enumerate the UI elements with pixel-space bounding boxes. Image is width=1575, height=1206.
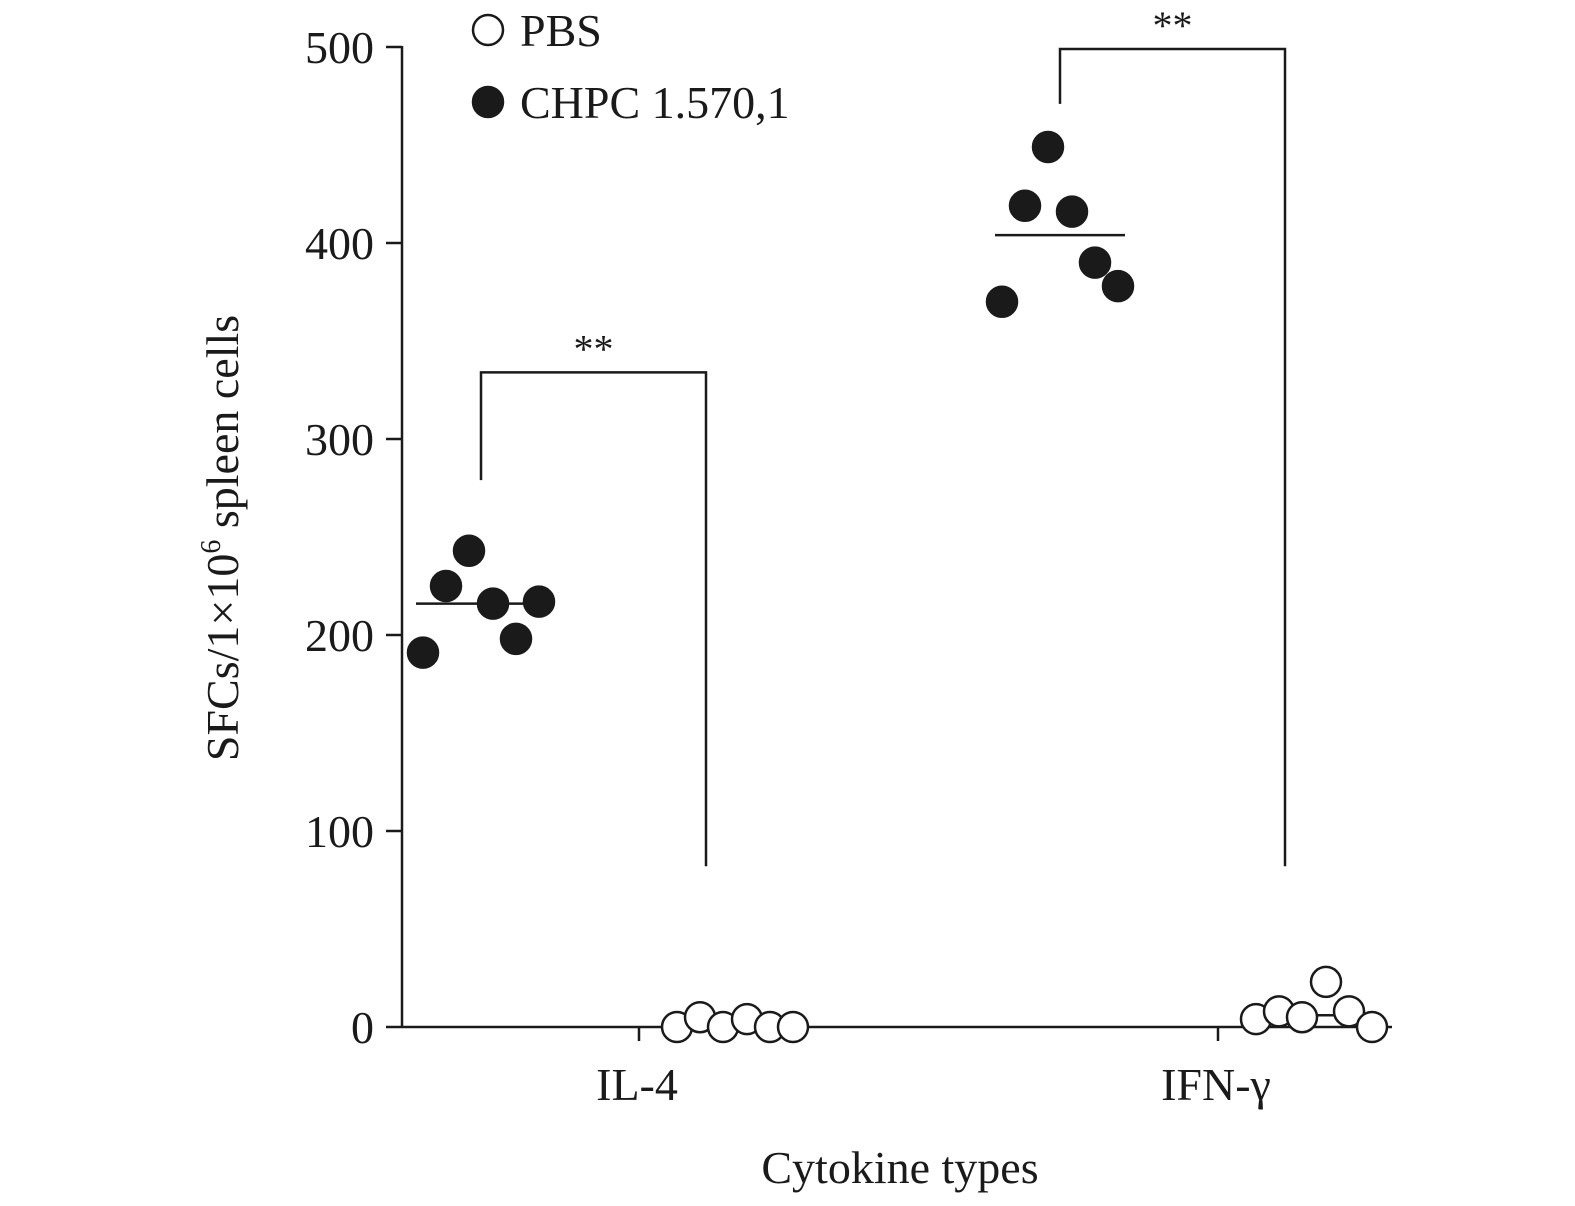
legend: PBS CHPC 1.570,1 [471, 5, 790, 128]
y-tick-label: 300 [305, 414, 374, 465]
y-tick-label: 0 [351, 1002, 374, 1053]
x-axis-title: Cytokine types [761, 1142, 1038, 1193]
legend-label: CHPC 1.570,1 [520, 77, 790, 128]
significance-bracket [479, 371, 708, 867]
significance-bracket [1058, 47, 1287, 867]
x-tick-label: IL-4 [596, 1059, 678, 1110]
point-chpc [499, 622, 533, 656]
point-pbs [1285, 1000, 1319, 1034]
y-tick-label: 400 [305, 218, 374, 269]
point-chpc [1031, 130, 1065, 164]
axes [400, 46, 1392, 1029]
x-tick-label: IFN-γ [1161, 1059, 1271, 1110]
point-pbs [1332, 995, 1366, 1028]
point-pbs [1309, 965, 1343, 999]
legend-label: PBS [520, 5, 602, 56]
point-chpc [1078, 246, 1112, 279]
x-axis-ticks: IL-4 IFN-γ [596, 1027, 1271, 1110]
point-chpc [452, 534, 486, 567]
y-tick-label: 100 [305, 806, 374, 857]
legend-marker-chpc [471, 85, 505, 119]
legend-marker-pbs [471, 13, 505, 47]
point-chpc [1055, 195, 1089, 228]
point-pbs [1355, 1010, 1389, 1044]
y-axis-ticks: 0 100 200 300 400 500 [305, 22, 402, 1053]
point-chpc [522, 585, 556, 618]
point-pbs [776, 1010, 810, 1044]
y-tick-label: 200 [305, 610, 374, 661]
y-tick-label: 500 [305, 22, 374, 73]
significance-brackets: ** ** [479, 3, 1287, 867]
point-chpc [1008, 189, 1042, 223]
mean-lines [416, 233, 1376, 1027]
point-chpc [985, 285, 1019, 319]
significance-label: ** [1153, 3, 1193, 48]
data-points [406, 130, 1389, 1044]
point-chpc [429, 569, 463, 603]
point-chpc [406, 636, 440, 669]
point-chpc [1101, 269, 1135, 303]
significance-label: ** [574, 326, 614, 371]
y-axis-title: SFCs/1×106 spleen cells [196, 315, 248, 761]
point-chpc [476, 587, 510, 620]
